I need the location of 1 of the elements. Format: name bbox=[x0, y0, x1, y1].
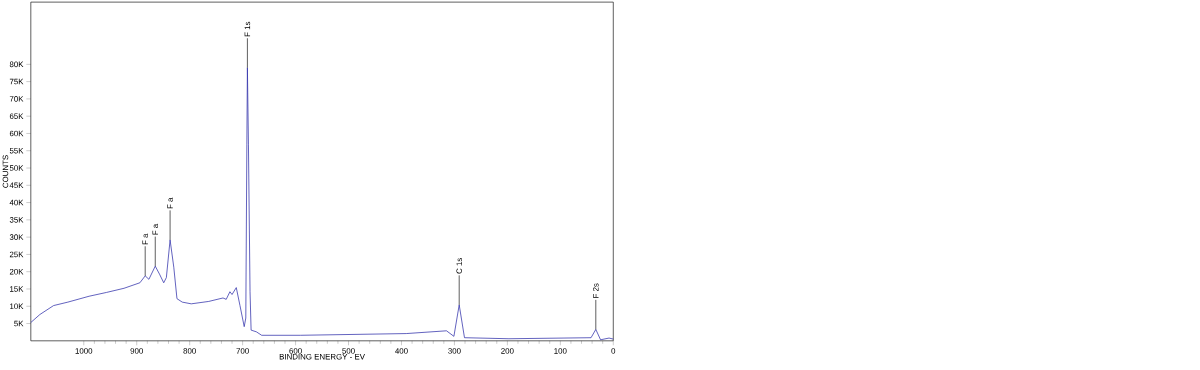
line-series bbox=[30, 67, 614, 341]
